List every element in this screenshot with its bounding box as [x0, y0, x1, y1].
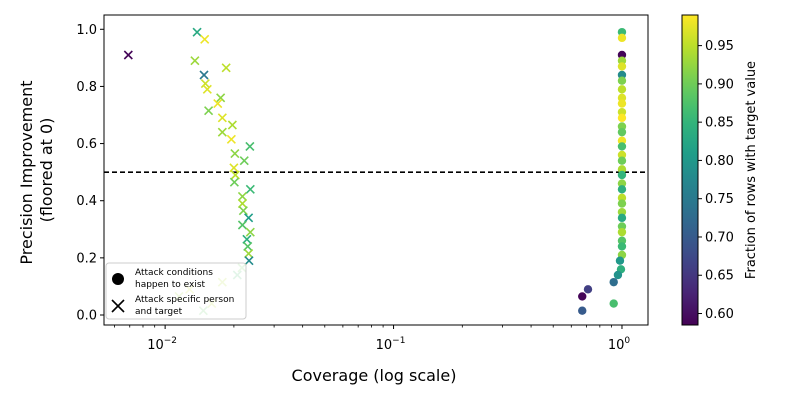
y-tick-label-1: 0.2: [76, 251, 97, 266]
colorbar-tick-label-7: 0.95: [705, 39, 734, 54]
colorbar-tick-label-0: 0.60: [705, 307, 734, 322]
colorbar-tick-label-3: 0.75: [705, 192, 734, 207]
colorbar-gradient: [681, 14, 699, 326]
x-point-13: [217, 127, 227, 137]
y-tick-label-3: 0.6: [76, 137, 97, 152]
y-axis-label-line-1: Precision Improvement: [17, 80, 36, 264]
circle-point-29: [617, 242, 627, 251]
x-point-9: [213, 99, 223, 109]
x-point-19: [230, 170, 240, 180]
x-point-3: [190, 56, 200, 66]
colorbar-ticks: 0.60 0.65 0.70 0.75 0.80 0.85 0.90 0.95: [698, 39, 734, 322]
y-axis-label: Precision Improvement (floored at 0): [17, 75, 56, 264]
circle-point-7: [617, 85, 627, 94]
x-tick-label-0: 10−2: [147, 336, 177, 353]
circle-point-27: [617, 227, 627, 237]
legend-label-x-line-1: Attack specific person: [135, 295, 234, 305]
x-tick-label-1: 10−1: [376, 336, 406, 353]
legend-label-circle-line-1: Attack conditions: [135, 268, 213, 278]
x-point-12: [227, 120, 237, 130]
x-point-2: [200, 34, 210, 44]
y-tick-label-2: 0.4: [76, 194, 97, 209]
circle-point-23: [617, 199, 627, 208]
x-tick-label-2: 100: [608, 336, 631, 353]
x-point-5: [199, 70, 209, 80]
x-point-8: [216, 93, 226, 103]
circle-point-25: [617, 213, 627, 223]
circle-point-11: [617, 113, 627, 123]
circle-point-9: [617, 99, 627, 108]
circle-point-37: [609, 299, 618, 308]
y-axis-ticks: 0.0 0.2 0.4 0.6 0.8 1.0: [76, 23, 104, 324]
colorbar-tick-label-6: 0.90: [705, 77, 734, 92]
x-point-16: [230, 149, 240, 159]
x-point-31: [244, 256, 254, 266]
x-point-20: [229, 177, 239, 187]
x-point-0: [123, 50, 133, 60]
legend-x-marker: [111, 299, 125, 313]
circle-point-1: [617, 33, 627, 43]
y-tick-label-4: 0.8: [76, 80, 97, 95]
legend-box: [105, 262, 247, 320]
circle-point-4: [617, 62, 627, 71]
y-axis-label-line-2: (floored at 0): [37, 118, 56, 223]
colorbar-tick-label-2: 0.70: [705, 230, 734, 245]
legend: Attack conditions happen to exist Attack…: [105, 262, 247, 320]
legend-label-circle-line-2: happen to exist: [135, 280, 206, 290]
x-axis-label: Coverage (log scale): [292, 366, 457, 385]
x-point-29: [243, 241, 253, 251]
x-point-23: [237, 199, 248, 209]
circle-point-19: [617, 170, 627, 180]
colorbar-tick-label-4: 0.80: [705, 154, 734, 169]
x-point-6: [200, 79, 210, 89]
colorbar-label: Fraction of rows with target value: [744, 61, 759, 279]
circle-point-13: [617, 127, 627, 137]
circle-point-33: [613, 270, 623, 280]
x-point-10: [204, 106, 214, 116]
x-point-24: [238, 206, 248, 216]
x-point-26: [237, 220, 248, 230]
circle-point-17: [617, 156, 627, 165]
circle-point-34: [609, 277, 618, 287]
x-point-14: [226, 134, 236, 144]
circle-point-31: [615, 256, 625, 265]
colorbar: 0.60 0.65 0.70 0.75 0.80 0.85 0.90 0.95 Fractio…: [681, 14, 759, 326]
colorbar-tick-label-1: 0.65: [705, 269, 734, 284]
x-point-17: [239, 156, 249, 166]
legend-circle-marker: [112, 273, 124, 285]
x-point-1: [192, 27, 202, 37]
x-axis-ticks: 10−2 10−1 100: [114, 325, 630, 353]
x-point-21: [245, 184, 255, 194]
circle-point-38: [578, 306, 587, 315]
x-point-30: [244, 249, 254, 259]
x-point-4: [221, 63, 231, 73]
y-tick-label-5: 1.0: [76, 23, 97, 38]
x-point-27: [245, 227, 255, 237]
y-tick-label-0: 0.0: [76, 309, 97, 324]
x-point-18: [229, 163, 239, 173]
x-point-7: [202, 84, 212, 94]
x-point-22: [237, 191, 248, 201]
circle-point-6: [617, 76, 627, 85]
x-point-11: [217, 113, 227, 123]
legend-label-x-line-2: and target: [135, 307, 183, 317]
circle-point-35: [583, 285, 593, 294]
circle-point-15: [617, 142, 627, 151]
x-point-15: [245, 141, 255, 151]
colorbar-tick-label-5: 0.85: [705, 116, 734, 131]
circle-point-21: [617, 185, 627, 194]
circle-point-36: [578, 292, 587, 301]
x-point-28: [242, 234, 252, 244]
